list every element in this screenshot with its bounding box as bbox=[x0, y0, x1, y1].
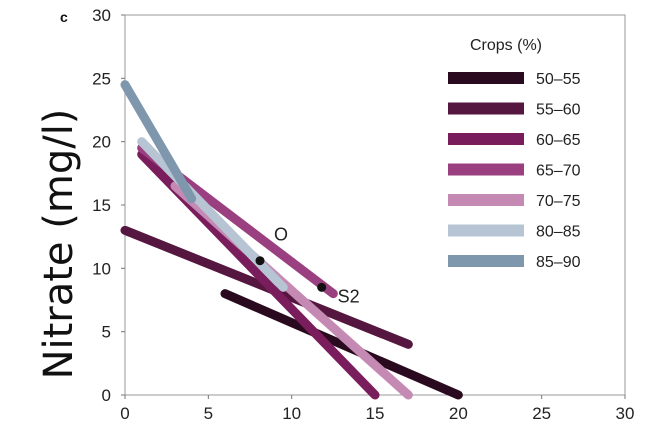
legend-swatch bbox=[448, 194, 524, 206]
x-tick-label: 15 bbox=[366, 404, 385, 423]
x-tick-label: 25 bbox=[532, 404, 551, 423]
y-axis-label: Nitrate (mg/l) bbox=[36, 109, 82, 380]
marker-point bbox=[317, 282, 327, 292]
marker-label: O bbox=[274, 225, 288, 245]
y-tick-label: 30 bbox=[92, 6, 111, 25]
x-tick-label: 20 bbox=[449, 404, 468, 423]
legend-label: 65–70 bbox=[536, 163, 581, 180]
legend-items: 50–55 55–60 60–65 65–70 70–75 80–85 85–90 bbox=[448, 71, 581, 271]
legend-swatch bbox=[448, 133, 524, 145]
y-tick-label: 5 bbox=[102, 323, 111, 342]
legend-label: 60–65 bbox=[536, 132, 581, 149]
legend-label: 50–55 bbox=[536, 71, 581, 88]
y-tick-label: 25 bbox=[92, 69, 111, 88]
marker-label: S2 bbox=[338, 286, 360, 306]
y-tick-label: 10 bbox=[92, 259, 111, 278]
series-line bbox=[120, 80, 197, 204]
x-tick-label: 5 bbox=[204, 404, 213, 423]
legend-swatch bbox=[448, 255, 524, 267]
y-tick-label: 15 bbox=[92, 196, 111, 215]
series-line bbox=[220, 289, 463, 400]
x-tick-label: 0 bbox=[120, 404, 129, 423]
legend-label: 80–85 bbox=[536, 224, 581, 241]
y-tick-label: 0 bbox=[102, 386, 111, 405]
legend-swatch bbox=[448, 224, 524, 237]
marker-points: O S2 bbox=[255, 225, 360, 306]
series-lines bbox=[120, 80, 463, 400]
legend-title: Crops (%) bbox=[470, 37, 542, 54]
legend-swatch bbox=[448, 72, 524, 84]
legend-swatch bbox=[448, 163, 524, 176]
legend-label: 55–60 bbox=[536, 102, 581, 119]
legend-label: 85–90 bbox=[536, 254, 581, 271]
x-tick-label: 30 bbox=[616, 404, 635, 423]
y-tick-label: 20 bbox=[92, 133, 111, 152]
legend-swatch bbox=[448, 102, 524, 115]
legend: Crops (%) 50–55 55–60 60–65 65–70 70–75 80–85… bbox=[448, 37, 581, 271]
marker-point bbox=[255, 256, 265, 266]
legend-label: 70–75 bbox=[536, 193, 581, 210]
x-tick-label: 10 bbox=[282, 404, 301, 423]
panel-letter: c bbox=[60, 9, 68, 25]
axis-ticks: 0 5 10 15 20 25 30 0 5 10 15 20 25 30 bbox=[92, 6, 634, 423]
